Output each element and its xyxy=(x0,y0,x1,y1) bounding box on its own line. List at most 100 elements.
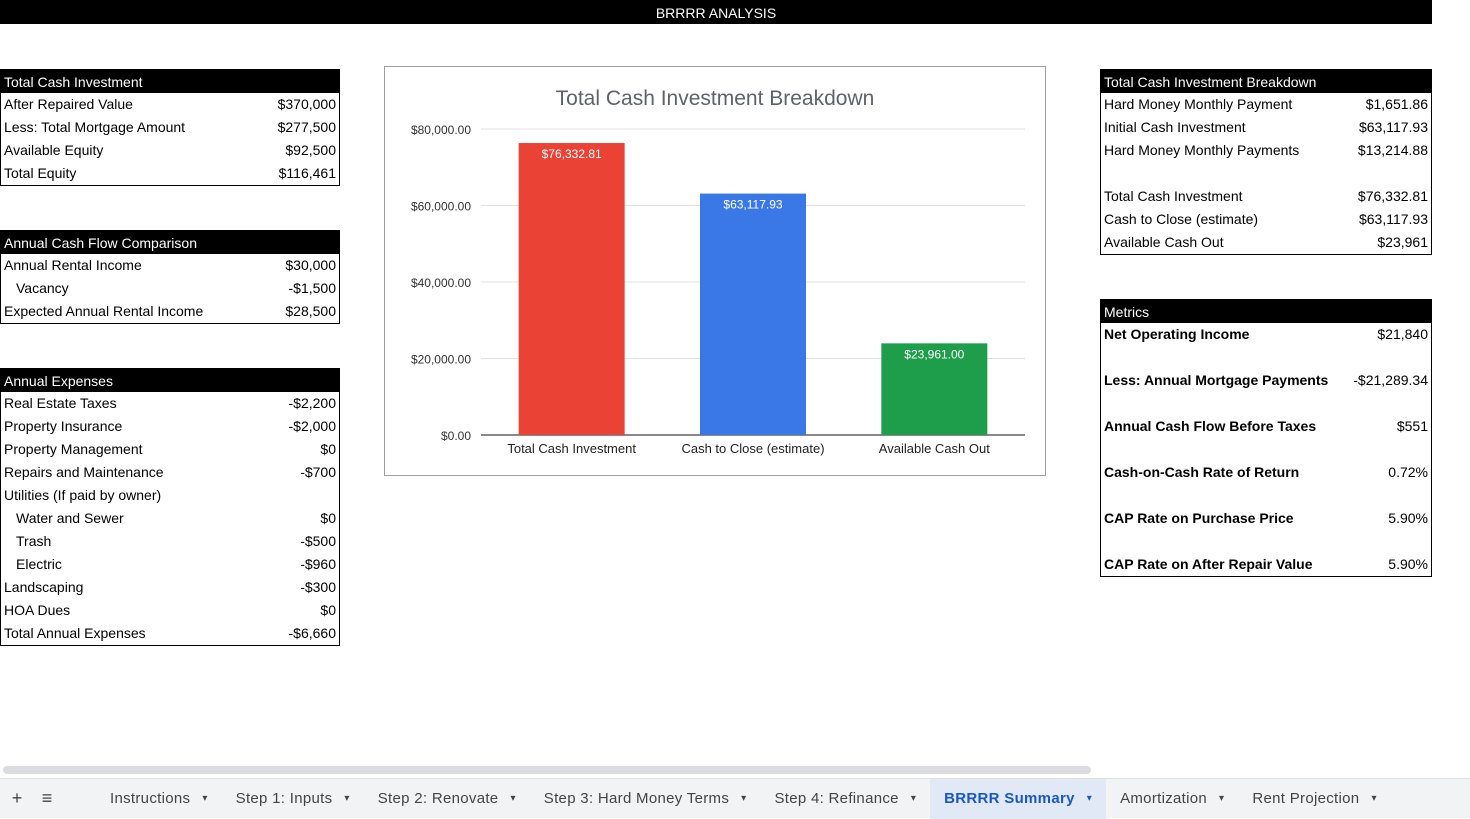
row-label: Available Cash Out xyxy=(1104,234,1224,250)
table-row[interactable]: Available Cash Out $23,961 xyxy=(1101,231,1431,254)
table-row[interactable]: Initial Cash Investment $63,117.93 xyxy=(1101,116,1431,139)
tab-amortization[interactable]: Amortization ▾ xyxy=(1106,779,1238,819)
table-row[interactable]: CAP Rate on After Repair Value 5.90% xyxy=(1101,553,1431,576)
bar[interactable] xyxy=(700,193,806,435)
table-row[interactable]: CAP Rate on Purchase Price 5.90% xyxy=(1101,507,1431,553)
breakdown-table: Total Cash Investment Breakdown Hard Mon… xyxy=(1100,69,1432,255)
row-label: Repairs and Maintenance xyxy=(4,464,164,480)
chevron-down-icon[interactable]: ▾ xyxy=(1219,793,1225,804)
tab-step-2-renovate[interactable]: Step 2: Renovate ▾ xyxy=(364,779,530,819)
horizontal-scrollbar[interactable] xyxy=(0,763,1470,777)
chevron-down-icon[interactable]: ▾ xyxy=(202,793,208,804)
table-row[interactable]: Trash -$500 xyxy=(1,530,339,553)
row-value: $13,214.88 xyxy=(1357,142,1428,158)
bar-chart[interactable]: Total Cash Investment Breakdown $0.00 $20… xyxy=(384,66,1046,476)
tab-label: BRRRR Summary xyxy=(944,790,1075,807)
tab-label: Step 2: Renovate xyxy=(377,790,499,807)
table-row[interactable]: Repairs and Maintenance -$700 xyxy=(1,461,339,484)
table-row[interactable]: Less: Total Mortgage Amount $277,500 xyxy=(1,116,339,139)
equity-table: Total Cash Investment After Repaired Val… xyxy=(0,69,340,186)
table-row[interactable]: Available Equity $92,500 xyxy=(1,139,339,162)
x-tick-label: Cash to Close (estimate) xyxy=(681,441,824,456)
chevron-down-icon[interactable]: ▾ xyxy=(1086,793,1093,804)
row-value: 5.90% xyxy=(1388,556,1428,572)
sheet-title: BRRRR ANALYSIS xyxy=(0,0,1432,24)
row-value: $23,961 xyxy=(1377,234,1428,250)
table-row[interactable]: Annual Cash Flow Before Taxes $551 xyxy=(1101,415,1431,461)
row-label: CAP Rate on After Repair Value xyxy=(1104,556,1313,572)
table-row[interactable]: Total Equity $116,461 xyxy=(1,162,339,185)
chevron-down-icon[interactable]: ▾ xyxy=(741,793,747,804)
table-row[interactable]: HOA Dues $0 xyxy=(1,599,339,622)
table-row[interactable]: Less: Annual Mortgage Payments -$21,289.3… xyxy=(1101,369,1431,415)
tab-step-1-inputs[interactable]: Step 1: Inputs ▾ xyxy=(222,779,364,819)
row-value: -$1,500 xyxy=(288,280,336,296)
metrics-table: Metrics Net Operating Income $21,840 Less… xyxy=(1100,299,1432,577)
add-sheet-icon[interactable]: + xyxy=(11,788,23,808)
table-header: Total Cash Investment Breakdown xyxy=(1101,70,1431,93)
tab-label: Step 4: Refinance xyxy=(774,790,899,807)
row-label: Total Equity xyxy=(4,165,77,181)
row-label: Total Annual Expenses xyxy=(4,625,146,641)
table-row[interactable]: Vacancy -$1,500 xyxy=(1,277,339,300)
tab-brrrr-summary[interactable]: BRRRR Summary ▾ xyxy=(930,778,1107,819)
row-value: $551 xyxy=(1396,418,1428,434)
tab-label: Step 3: Hard Money Terms xyxy=(543,790,730,807)
table-row[interactable]: Hard Money Monthly Payments $13,214.88 xyxy=(1101,139,1431,162)
tab-rent-projection[interactable]: Rent Projection ▾ xyxy=(1238,779,1390,819)
row-label: Hard Money Monthly Payment xyxy=(1104,96,1293,112)
row-label: Property Management xyxy=(4,441,143,457)
y-tick-label: $0.00 xyxy=(441,429,471,443)
row-value: -$960 xyxy=(300,556,336,572)
tab-step-3-hard-money-terms[interactable]: Step 3: Hard Money Terms ▾ xyxy=(530,779,761,819)
chevron-down-icon[interactable]: ▾ xyxy=(344,793,350,804)
table-row[interactable]: Total Cash Investment $76,332.81 xyxy=(1101,185,1431,208)
blank-row[interactable] xyxy=(1101,162,1431,185)
row-label: Electric xyxy=(16,556,62,572)
row-label: Less: Total Mortgage Amount xyxy=(4,119,186,135)
chevron-down-icon[interactable]: ▾ xyxy=(910,793,917,804)
row-value: -$700 xyxy=(300,464,336,480)
table-row[interactable]: Total Annual Expenses -$6,660 xyxy=(1,622,339,645)
table-row[interactable]: Hard Money Monthly Payment $1,651.86 xyxy=(1101,93,1431,116)
x-tick-label: Available Cash Out xyxy=(879,441,990,456)
row-value: $1,651.86 xyxy=(1365,96,1428,112)
y-tick-label: $80,000.00 xyxy=(411,123,471,137)
table-row[interactable]: Utilities (If paid by owner) xyxy=(1,484,339,507)
tab-instructions[interactable]: Instructions ▾ xyxy=(96,779,222,819)
table-row[interactable]: Property Management $0 xyxy=(1,438,339,461)
tab-label: Instructions xyxy=(110,790,191,807)
bar[interactable] xyxy=(881,343,988,435)
chart-canvas: Total Cash Investment Breakdown $0.00 $20… xyxy=(411,87,1025,456)
table-row[interactable]: Water and Sewer $0 xyxy=(1,507,339,530)
table-row[interactable]: Landscaping -$300 xyxy=(1,576,339,599)
chevron-down-icon[interactable]: ▾ xyxy=(1371,793,1377,804)
bar[interactable] xyxy=(518,143,625,435)
row-label: After Repaired Value xyxy=(4,96,133,112)
row-value: $0 xyxy=(320,510,336,526)
row-value: $21,840 xyxy=(1377,326,1428,342)
row-label: Cash to Close (estimate) xyxy=(1104,211,1259,227)
table-row[interactable]: Electric -$960 xyxy=(1,553,339,576)
scrollbar-thumb[interactable] xyxy=(3,766,1091,774)
row-label: Net Operating Income xyxy=(1104,326,1250,342)
table-row[interactable]: Cash to Close (estimate) $63,117.93 xyxy=(1101,208,1431,231)
row-value: $28,500 xyxy=(285,303,336,319)
chevron-down-icon[interactable]: ▾ xyxy=(510,793,516,804)
row-label: Vacancy xyxy=(16,280,69,296)
tab-step-4-refinance[interactable]: Step 4: Refinance ▾ xyxy=(760,779,930,819)
all-sheets-menu-icon[interactable]: ≡ xyxy=(41,788,53,808)
y-tick-label: $60,000.00 xyxy=(411,200,471,214)
table-row[interactable]: Real Estate Taxes -$2,200 xyxy=(1,392,339,415)
row-label: Annual Cash Flow Before Taxes xyxy=(1104,418,1317,434)
table-row[interactable]: Property Insurance -$2,000 xyxy=(1,415,339,438)
table-row[interactable]: Annual Rental Income $30,000 xyxy=(1,254,339,277)
tab-label: Rent Projection xyxy=(1252,790,1360,807)
table-row[interactable]: Cash-on-Cash Rate of Return 0.72% xyxy=(1101,461,1431,507)
expenses-table: Annual Expenses Real Estate Taxes -$2,200… xyxy=(0,368,340,646)
table-row[interactable]: Expected Annual Rental Income $28,500 xyxy=(1,300,339,323)
table-header: Annual Cash Flow Comparison xyxy=(1,231,339,254)
table-row[interactable]: After Repaired Value $370,000 xyxy=(1,93,339,116)
row-value: 5.90% xyxy=(1388,510,1428,526)
table-row[interactable]: Net Operating Income $21,840 xyxy=(1101,323,1431,369)
